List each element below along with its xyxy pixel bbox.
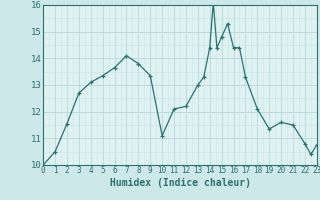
X-axis label: Humidex (Indice chaleur): Humidex (Indice chaleur)	[109, 178, 251, 188]
